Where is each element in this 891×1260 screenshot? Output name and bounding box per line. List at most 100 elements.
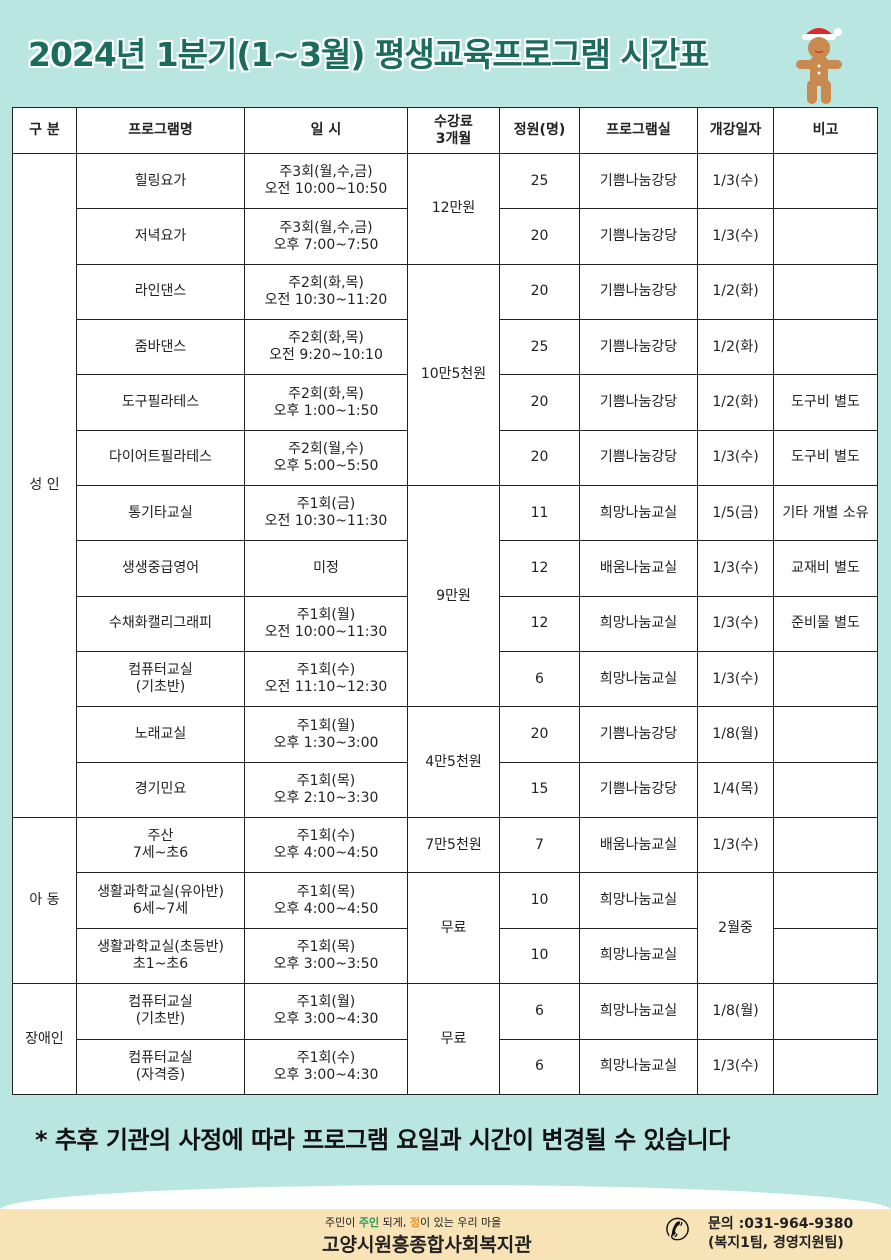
schedule-cell: 주2회(월,수) 오후 5:00~5:50 <box>244 429 408 487</box>
slogan-text: 정 <box>409 1216 420 1229</box>
column-header: 비고 <box>773 107 878 154</box>
schedule-cell: 주3회(월,수,금) 오전 10:00~10:50 <box>244 152 408 210</box>
note-cell <box>773 152 878 210</box>
program-name-cell: 생활과학교실(초등반) 초1~초6 <box>76 927 245 985</box>
slogan: 주민이 주인 되게, 정이 있는 우리 마을 <box>325 1214 501 1230</box>
schedule-cell: 미정 <box>244 540 408 597</box>
column-header: 정원(명) <box>499 107 580 154</box>
capacity-cell: 20 <box>499 263 580 321</box>
room-cell: 희망나눔교실 <box>579 651 698 708</box>
room-cell: 기쁨나눔강당 <box>579 761 698 819</box>
capacity-cell: 6 <box>499 983 580 1040</box>
capacity-cell: 10 <box>499 927 580 985</box>
note-cell <box>773 208 878 265</box>
program-name-cell: 다이어트필라테스 <box>76 429 245 487</box>
organization-name: 고양시원흥종합사회복지관 <box>322 1234 532 1256</box>
room-cell: 기쁨나눔강당 <box>579 706 698 763</box>
schedule-cell: 주2회(화,목) 오전 10:30~11:20 <box>244 263 408 321</box>
contact-phone: 문의 :031-964-9380 <box>708 1216 854 1232</box>
note-cell <box>773 1038 878 1095</box>
note-cell <box>773 761 878 819</box>
room-cell: 기쁨나눔강당 <box>579 429 698 487</box>
capacity-cell: 6 <box>499 1038 580 1095</box>
capacity-cell: 20 <box>499 706 580 763</box>
slogan-text: 이 있는 우리 마을 <box>419 1216 502 1229</box>
program-name-cell: 컴퓨터교실 (기초반) <box>76 983 245 1040</box>
room-cell: 희망나눔교실 <box>579 485 698 542</box>
room-cell: 희망나눔교실 <box>579 1038 698 1095</box>
room-cell: 배움나눔교실 <box>579 540 698 597</box>
start-date-cell: 1/2(화) <box>697 319 774 376</box>
room-cell: 기쁨나눔강당 <box>579 208 698 265</box>
schedule-cell: 주1회(목) 오후 4:00~4:50 <box>244 872 408 929</box>
room-cell: 기쁨나눔강당 <box>579 319 698 376</box>
note-cell <box>773 263 878 321</box>
table-row: 생생중급영어 미정 12 배움나눔교실 1/3(수) 교재비 별도 <box>13 540 878 597</box>
start-date-cell: 1/3(수) <box>697 540 774 597</box>
program-name-cell: 수채화캘리그래피 <box>76 595 245 653</box>
table-row: 저녁요가 주3회(월,수,금) 오후 7:00~7:50 20 기쁨나눔강당 1/3(수… <box>13 208 878 265</box>
start-date-cell: 1/5(금) <box>697 485 774 542</box>
schedule-cell: 주3회(월,수,금) 오후 7:00~7:50 <box>244 208 408 265</box>
program-name-cell: 힐링요가 <box>76 152 245 210</box>
contact-team: (복지1팀, 경영지원팀) <box>708 1235 844 1251</box>
capacity-cell: 20 <box>499 208 580 265</box>
fee-cell: 무료 <box>407 872 500 985</box>
table-header-row: 구 분 프로그램명 일 시 수강료 3개월 정원(명) 프로그램실 개강일자 비고 <box>12 107 878 154</box>
room-cell: 희망나눔교실 <box>579 595 698 653</box>
start-date-cell: 1/3(수) <box>697 817 774 874</box>
schedule-cell: 주1회(금) 오전 10:30~11:30 <box>244 485 408 542</box>
start-date-cell: 1/4(목) <box>697 761 774 819</box>
capacity-cell: 25 <box>499 319 580 376</box>
table-row: 성 인 힐링요가 주3회(월,수,금) 오전 10:00~10:50 12만원 25 기쁨… <box>12 152 878 819</box>
start-date-cell: 1/8(월) <box>697 983 774 1040</box>
fee-cell: 무료 <box>407 983 500 1095</box>
page-title: 2024년 1분기(1~3월) 평생교육프로그램 시간표 <box>28 35 709 74</box>
start-date-cell: 1/8(월) <box>697 706 774 763</box>
column-header: 프로그램실 <box>579 107 698 154</box>
note-cell <box>773 817 878 874</box>
capacity-cell: 20 <box>499 374 580 431</box>
schedule-table: 구 분 프로그램명 일 시 수강료 3개월 정원(명) 프로그램실 개강일자 비고 성 인 힐링… <box>12 107 878 1095</box>
program-name-cell: 통기타교실 <box>76 485 245 542</box>
start-date-cell: 1/2(화) <box>697 263 774 321</box>
table-row: 노래교실 주1회(월) 오후 1:30~3:00 4만5천원 20 기쁨나눔강당 1/8(… <box>13 706 878 819</box>
notice-text: * 추후 기관의 사정에 따라 프로그램 요일과 시간이 변경될 수 있습니다 <box>35 1126 730 1154</box>
table-row: 수채화캘리그래피 주1회(월) 오전 10:00~11:30 12 희망나눔교실 1/3… <box>13 595 878 653</box>
note-cell <box>773 927 878 985</box>
room-cell: 배움나눔교실 <box>579 817 698 874</box>
start-date-cell: 1/2(화) <box>697 374 774 431</box>
table-row: 아 동 주산 7세~초6 주1회(수) 오후 4:00~4:50 7만5천원 7 배움나눔… <box>12 817 878 985</box>
fee-cell: 9만원 <box>407 485 500 708</box>
column-header: 일 시 <box>244 107 408 154</box>
table-row: 생활과학교실(초등반) 초1~초6 주1회(목) 오후 3:00~3:50 10 희망… <box>13 927 878 985</box>
start-date-cell: 1/3(수) <box>697 429 774 487</box>
table-row: 생활과학교실(유아반) 6세~7세 주1회(목) 오후 4:00~4:50 무료 10… <box>13 872 878 985</box>
start-date-cell: 1/3(수) <box>697 152 774 210</box>
table-row: 컴퓨터교실 (기초반) 주1회(수) 오전 11:10~12:30 6 희망나눔교실 1… <box>13 651 878 708</box>
capacity-cell: 25 <box>499 152 580 210</box>
fee-cell: 7만5천원 <box>407 817 500 874</box>
category-cell: 장애인 <box>12 983 77 1095</box>
start-date-cell: 1/3(수) <box>697 595 774 653</box>
contact-info: 문의 :031-964-9380 (복지1팀, 경영지원팀) <box>708 1215 853 1253</box>
note-cell: 도구비 별도 <box>773 429 878 487</box>
schedule-cell: 주1회(목) 오후 2:10~3:30 <box>244 761 408 819</box>
schedule-cell: 주1회(월) 오후 1:30~3:00 <box>244 706 408 763</box>
program-name-cell: 주산 7세~초6 <box>76 817 245 874</box>
program-name-cell: 노래교실 <box>76 706 245 763</box>
room-cell: 기쁨나눔강당 <box>579 152 698 210</box>
schedule-cell: 주1회(수) 오전 11:10~12:30 <box>244 651 408 708</box>
column-header: 구 분 <box>12 107 77 154</box>
program-name-cell: 도구필라테스 <box>76 374 245 431</box>
start-date-cell: 2월중 <box>697 872 774 985</box>
slogan-text: 주인 <box>358 1216 380 1229</box>
capacity-cell: 7 <box>499 817 580 874</box>
program-name-cell: 생생중급영어 <box>76 540 245 597</box>
program-name-cell: 줌바댄스 <box>76 319 245 376</box>
room-cell: 기쁨나눔강당 <box>579 374 698 431</box>
slogan-text: 되게, <box>379 1216 410 1229</box>
room-cell: 희망나눔교실 <box>579 927 698 985</box>
program-name-cell: 경기민요 <box>76 761 245 819</box>
table-row: 컴퓨터교실 (자격증) 주1회(수) 오후 3:00~4:30 6 희망나눔교실 1/3… <box>13 1038 878 1095</box>
